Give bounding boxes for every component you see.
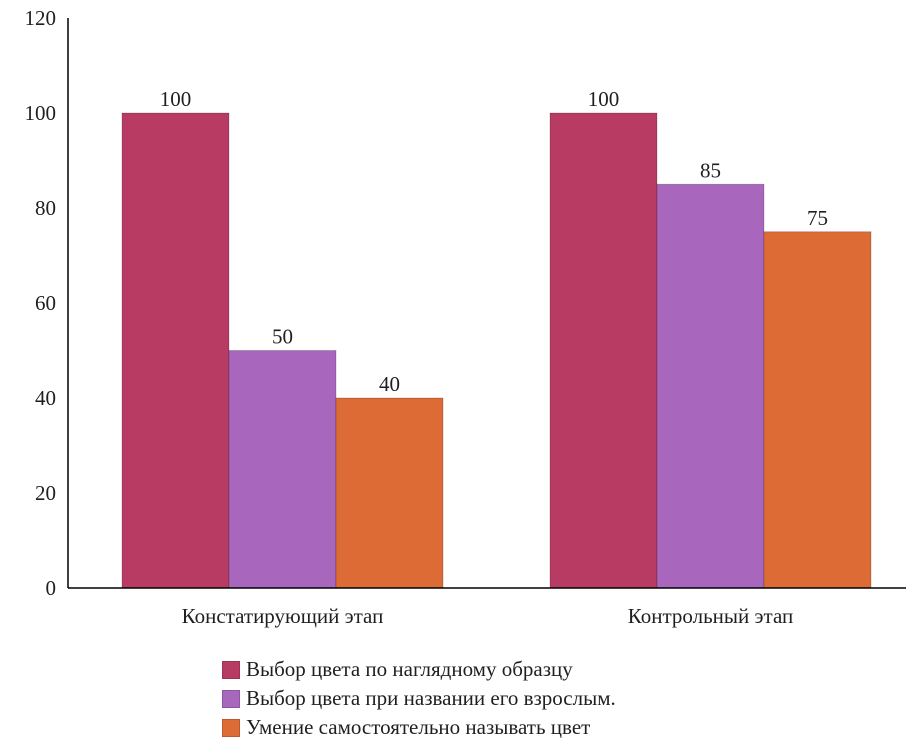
legend-item: Выбор цвета при названии его взрослым. — [222, 684, 616, 713]
legend-label: Выбор цвета при названии его взрослым. — [246, 686, 616, 710]
x-category-label: Констатирующий этап — [182, 604, 384, 628]
bar-value-label: 50 — [272, 325, 293, 349]
legend-item: Выбор цвета по наглядному образцу — [222, 655, 616, 684]
bar-chart: 0 20 40 60 80 100 120 100 50 40 100 85 75 Констатир… — [25, 6, 906, 628]
bar-value-label: 75 — [807, 206, 828, 230]
legend: Выбор цвета по наглядному образцу Выбор … — [222, 655, 616, 742]
bar — [656, 183, 765, 589]
bar-value-label: 100 — [588, 87, 620, 111]
bar — [549, 112, 658, 589]
bar-value-label: 85 — [700, 158, 721, 182]
x-category-label: Контрольный этап — [628, 604, 793, 628]
bar-value-label: 100 — [160, 87, 192, 111]
bar — [763, 231, 872, 589]
legend-label: Выбор цвета по наглядному образцу — [246, 657, 573, 681]
y-tick-label: 80 — [35, 196, 56, 220]
y-tick-label: 20 — [35, 481, 56, 505]
legend-item: Умение самостоятельно называть цвет — [222, 713, 616, 742]
x-axis-category-labels: Констатирующий этап Контрольный этап — [182, 604, 794, 628]
y-tick-label: 0 — [46, 576, 57, 600]
legend-label: Умение самостоятельно называть цвет — [246, 715, 591, 739]
y-axis-ticks: 0 20 40 60 80 100 120 — [25, 6, 57, 600]
data-labels: 100 50 40 100 85 75 — [160, 87, 828, 396]
bar — [228, 350, 337, 589]
y-tick-label: 40 — [35, 386, 56, 410]
y-tick-label: 60 — [35, 291, 56, 315]
legend-swatch — [222, 718, 240, 737]
bar — [335, 397, 444, 589]
bar — [121, 112, 230, 589]
legend-swatch — [222, 660, 240, 679]
bar-value-label: 40 — [379, 372, 400, 396]
bars — [121, 112, 872, 589]
y-tick-label: 120 — [25, 6, 57, 30]
y-tick-label: 100 — [25, 101, 57, 125]
legend-swatch — [222, 689, 240, 708]
